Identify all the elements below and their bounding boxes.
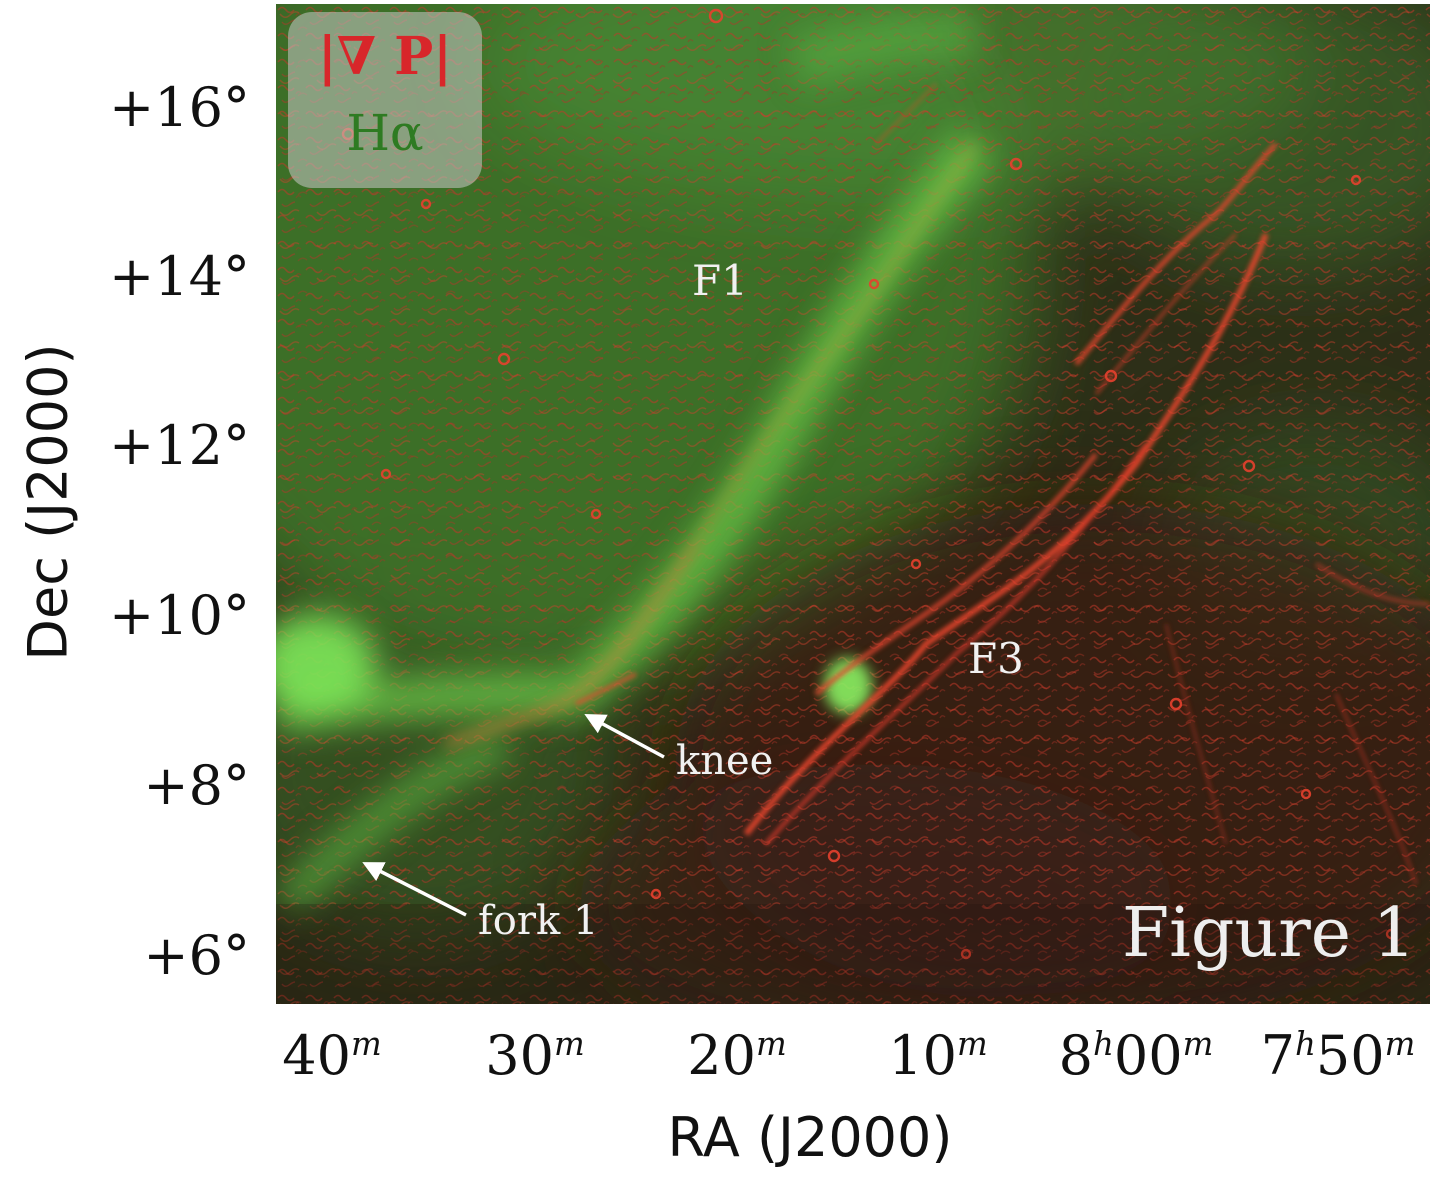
ytick-label: +8° bbox=[143, 754, 250, 817]
filament-f3-label: F3 bbox=[968, 634, 1024, 683]
knee-arrow bbox=[584, 714, 665, 759]
xtick-label: 40m bbox=[282, 1024, 382, 1087]
ytick-label: +16° bbox=[109, 76, 250, 139]
ytick-label: +6° bbox=[143, 924, 250, 987]
figure-label: Figure 1 bbox=[1122, 894, 1416, 973]
ytick-label: +14° bbox=[109, 245, 250, 308]
xtick-label: 30m bbox=[485, 1024, 585, 1087]
xtick-label: 20m bbox=[687, 1024, 787, 1087]
legend-gradient-p-label: |∇ P| bbox=[317, 26, 453, 87]
ytick-label: +12° bbox=[109, 414, 250, 477]
legend: |∇ P| Hα bbox=[288, 12, 482, 188]
knee-label: knee bbox=[676, 738, 774, 784]
filament-f1-label: F1 bbox=[692, 256, 748, 305]
fork-arrow bbox=[362, 862, 467, 917]
legend-halpha-label: Hα bbox=[346, 104, 424, 162]
ytick-label: +10° bbox=[109, 584, 250, 647]
fork-label: fork 1 bbox=[478, 898, 599, 944]
xtick-label: 7h50m bbox=[1260, 1024, 1416, 1087]
xtick-label: 10m bbox=[888, 1024, 988, 1087]
xtick-label: 8h00m bbox=[1058, 1024, 1214, 1087]
x-axis-label: RA (J2000) bbox=[667, 1106, 953, 1169]
